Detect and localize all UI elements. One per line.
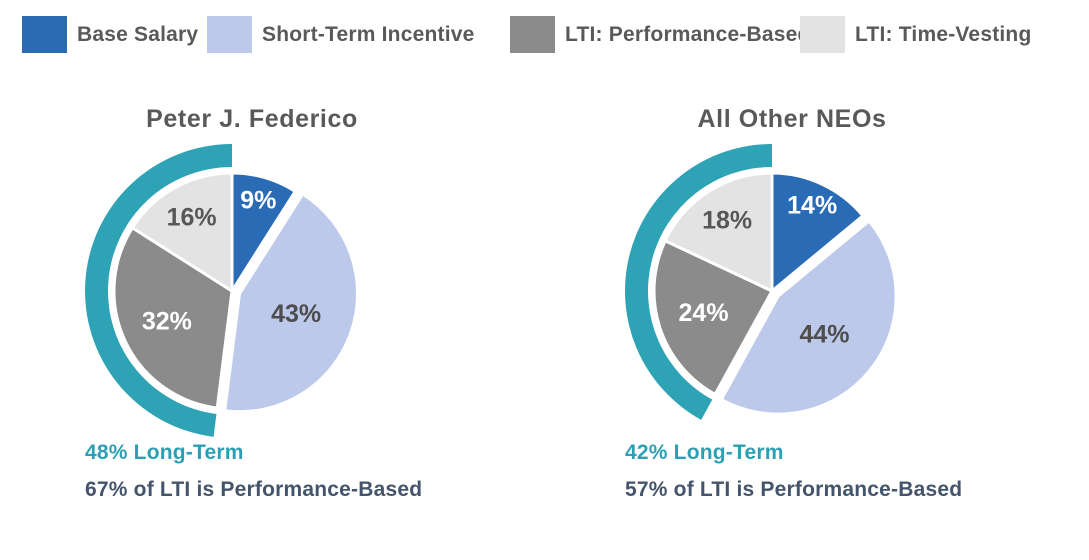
legend-item-lti-performance: LTI: Performance-Based [510,16,811,53]
chart-title-all-other-neos: All Other NEOs [697,105,887,133]
chart-all-other-neos: All Other NEOs 14% 44% 24% 18% 42% Long-Ter… [592,0,1032,560]
pie-slice-lti-time-vesting [130,171,234,293]
pie-slice-short-term-incentive [223,192,359,414]
pie-slice-label: 16% [167,204,217,232]
pie-slice-label: 9% [240,186,276,214]
legend-label-lti-time-vesting: LTI: Time-Vesting [855,22,1032,46]
lti-performance-callout: 57% of LTI is Performance-Based [625,478,963,501]
pie-slice-label: 24% [679,299,729,327]
legend-label-short-term-incentive: Short-Term Incentive [262,22,475,46]
long-term-callout: 48% Long-Term [85,441,244,464]
legend-label-base-salary: Base Salary [77,22,199,46]
pie-slice-label: 43% [271,300,321,328]
chart-peter-federico: Peter J. Federico 9% 43% 32% 16% 48% Long-T… [52,0,492,560]
long-term-arc [625,144,772,420]
long-term-callout: 42% Long-Term [625,441,784,464]
legend-item-short-term-incentive: Short-Term Incentive [207,16,474,53]
legend-item-lti-time-vesting: LTI: Time-Vesting [800,16,1031,53]
lti-time-vesting-swatch [800,16,845,53]
lti-performance-swatch [510,16,555,53]
pie-slice-label: 32% [142,308,192,336]
pie-slice-label: 18% [702,206,752,234]
long-term-arc [84,144,232,437]
pie-slice-base-salary [770,171,865,293]
pie-slice-short-term-incentive [719,219,898,416]
pie-chart-all-other-neos: 14% 44% 24% 18% [625,144,898,420]
short-term-incentive-swatch [207,16,252,53]
pie-slice-lti-time-vesting [663,171,774,293]
chart-title-peter-federico: Peter J. Federico [146,105,358,133]
base-salary-swatch [22,16,67,53]
pie-slice-lti-performance-based [652,239,774,396]
legend-label-lti-performance: LTI: Performance-Based [565,22,811,46]
lti-performance-callout: 67% of LTI is Performance-Based [85,478,423,501]
pie-chart-peter-federico: 9% 43% 32% 16% [84,144,359,437]
legend-item-base-salary: Base Salary [22,16,198,53]
chart-legend: Base Salary Short-Term Incentive LTI: Pe… [0,0,1089,72]
pie-slice-label: 14% [787,192,837,220]
pie-slice-label: 44% [800,320,850,348]
